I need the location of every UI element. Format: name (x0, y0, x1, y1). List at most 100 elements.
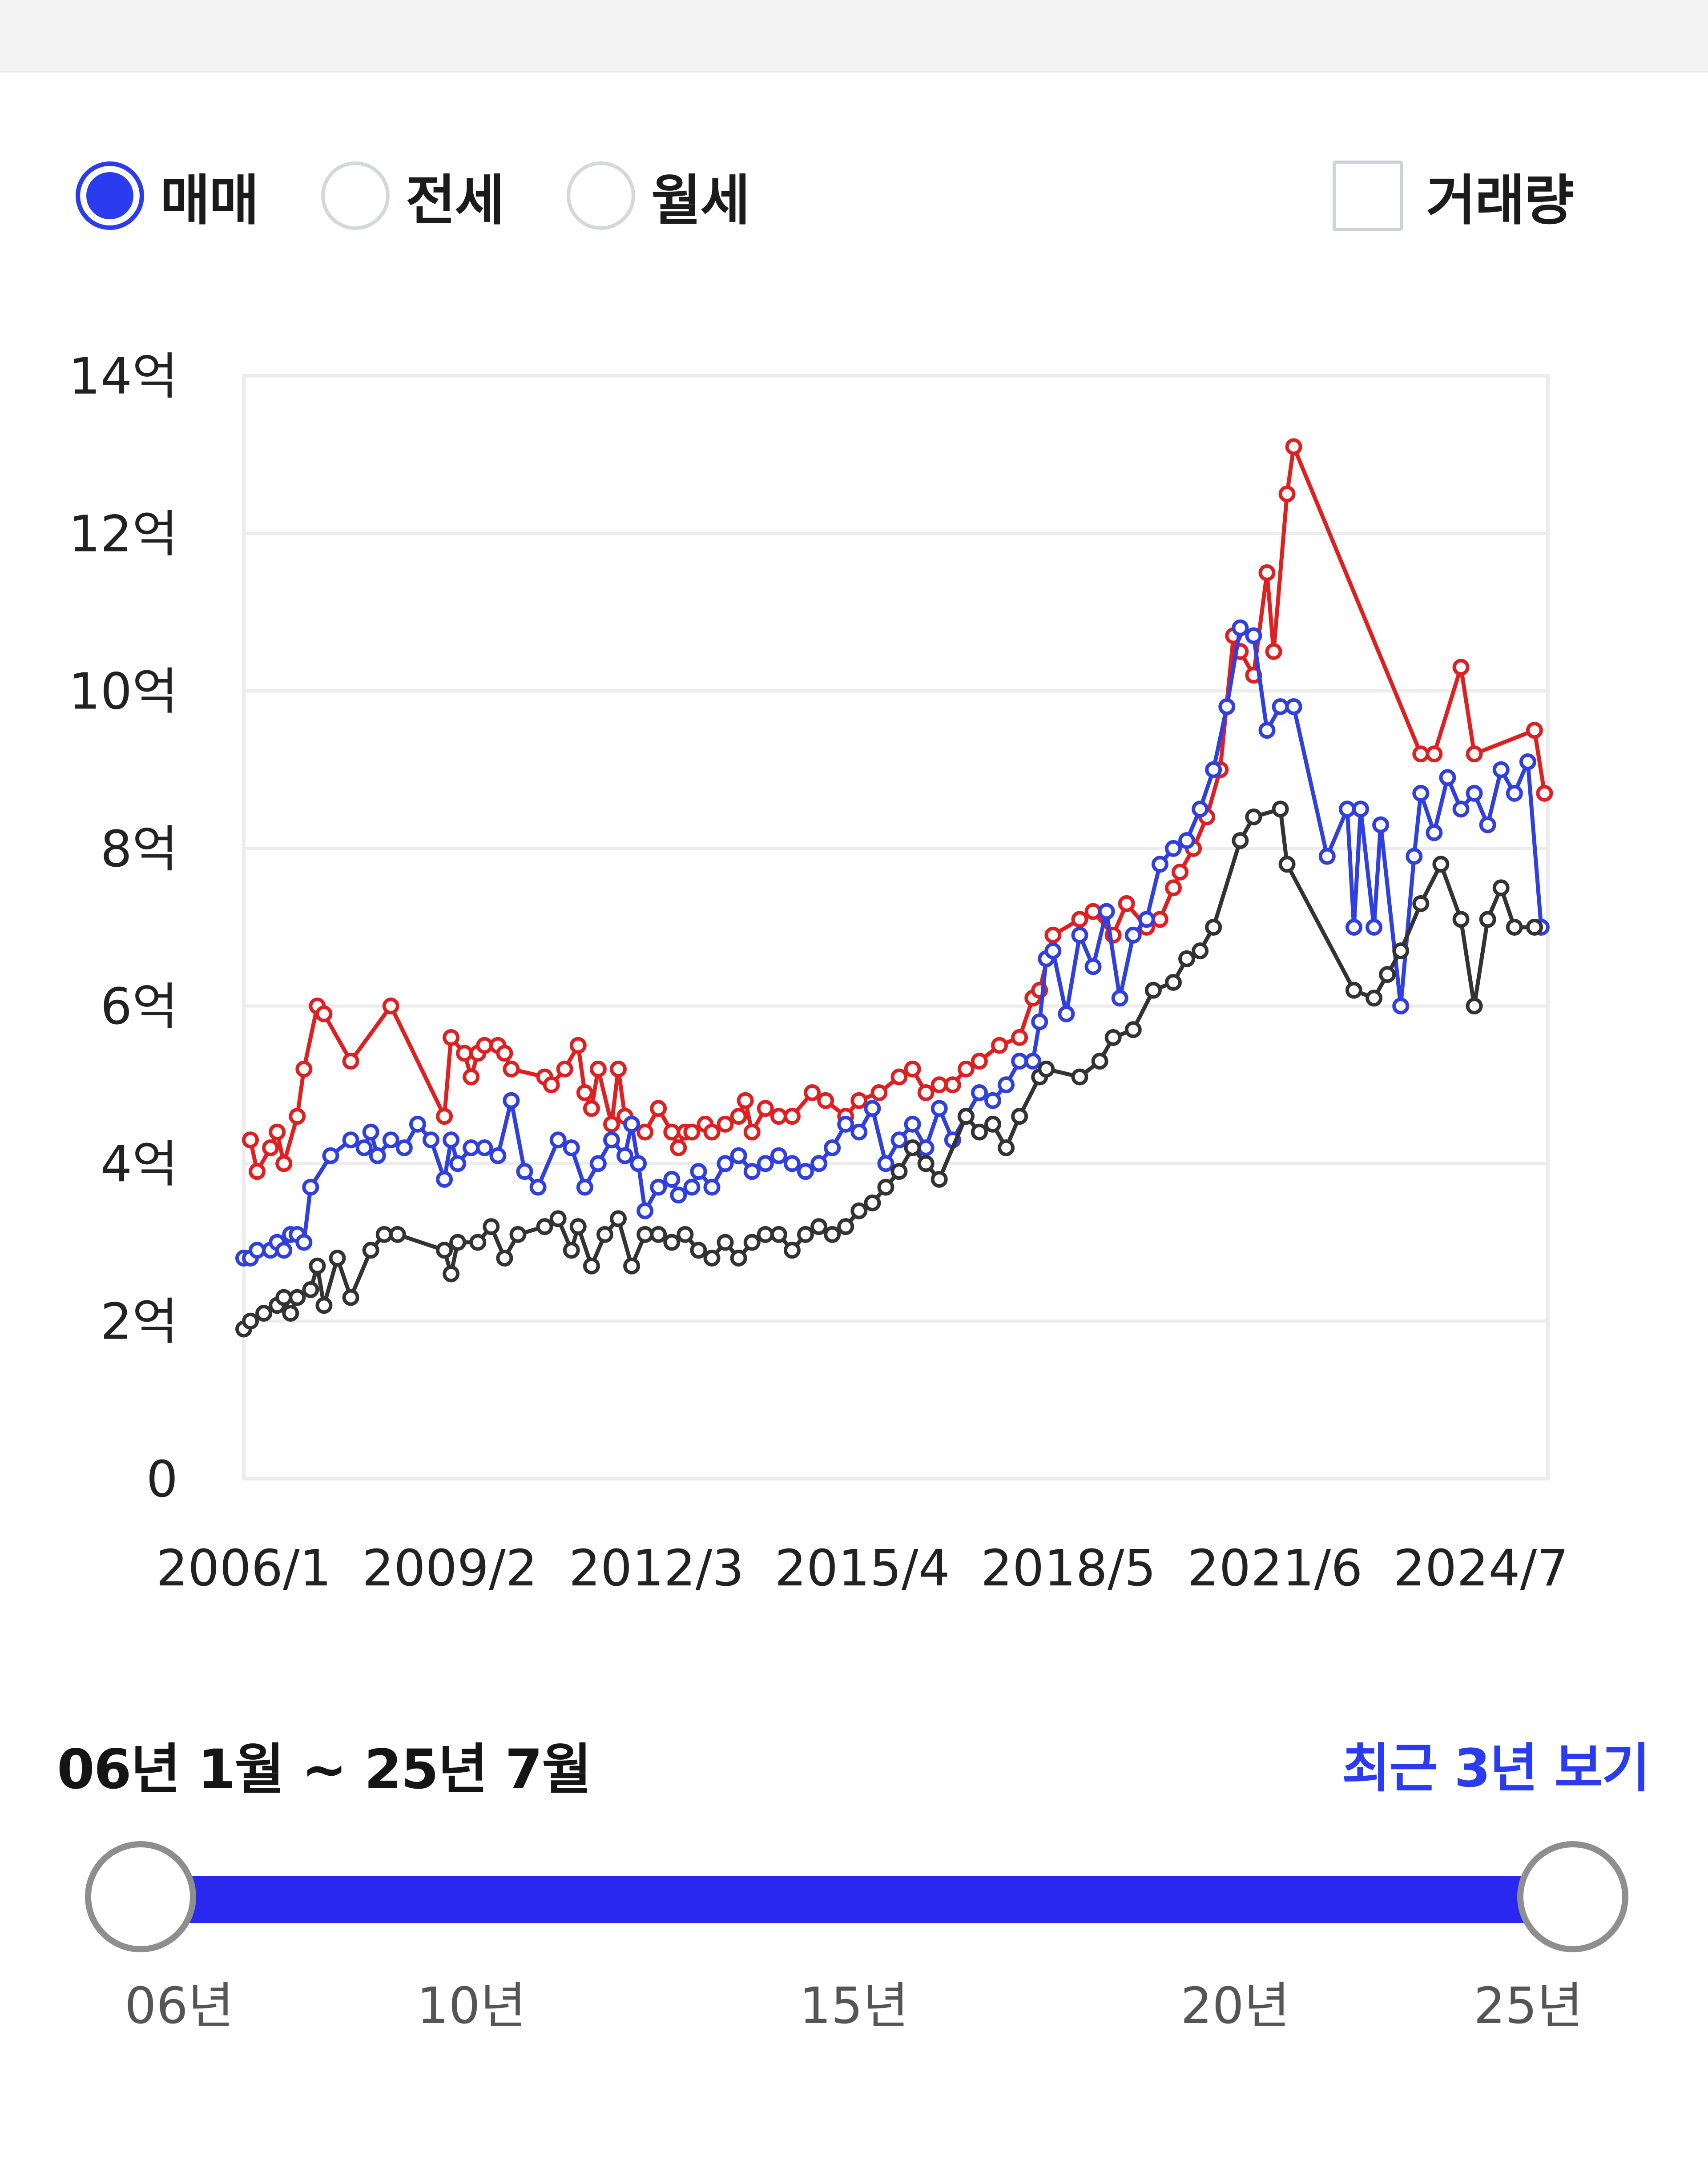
data-point-low (904, 1139, 921, 1156)
data-point-mid (355, 1139, 373, 1156)
tab-monthly-rent-label: 월세 (651, 169, 750, 232)
data-point-mid (984, 1092, 1002, 1109)
data-point-mid (837, 1115, 854, 1133)
data-point-mid (463, 1139, 480, 1156)
data-point-low (957, 1108, 975, 1125)
data-point-low (315, 1297, 333, 1314)
data-point-low (1071, 1068, 1088, 1086)
data-point-high (463, 1068, 480, 1086)
series-high (242, 438, 1553, 1180)
data-point-mid (476, 1139, 493, 1156)
data-point-high (804, 1084, 821, 1101)
x-tick-label: 2021/6 (1188, 1540, 1363, 1597)
data-point-low (1412, 895, 1430, 912)
data-point-mid (529, 1179, 547, 1196)
data-point-mid (1492, 761, 1510, 778)
data-point-mid (864, 1100, 881, 1117)
data-point-mid (1232, 619, 1249, 636)
y-tick-label: 4억 (101, 1135, 178, 1193)
data-point-mid (1352, 800, 1369, 818)
data-point-mid (576, 1179, 593, 1196)
data-point-high (576, 1084, 593, 1101)
recent-3-years-button[interactable]: 최근 3년 보기 (1341, 1738, 1650, 1799)
data-point-low (1104, 1029, 1122, 1046)
radio-empty-icon[interactable] (567, 161, 635, 230)
volume-toggle[interactable]: 거래량 (1333, 160, 1574, 232)
data-point-high (295, 1060, 313, 1078)
y-tick-label: 6억 (101, 978, 178, 1036)
data-point-high (289, 1108, 306, 1125)
data-point-low (1164, 974, 1182, 991)
data-point-mid (1098, 903, 1115, 920)
data-point-high (1071, 911, 1088, 928)
data-point-mid (603, 1131, 620, 1149)
data-point-high (1426, 745, 1443, 763)
data-point-mid (549, 1131, 567, 1149)
data-point-high (1278, 485, 1296, 503)
data-point-low (650, 1226, 667, 1243)
data-point-mid (443, 1131, 460, 1149)
data-point-low (717, 1234, 734, 1251)
data-point-mid (489, 1147, 507, 1164)
data-point-mid (1338, 800, 1356, 818)
data-point-low (623, 1257, 640, 1275)
data-point-high (569, 1037, 587, 1054)
data-point-mid (877, 1155, 894, 1172)
data-point-high (1526, 722, 1543, 739)
data-point-mid (436, 1170, 453, 1188)
checkbox-icon[interactable] (1333, 161, 1403, 231)
data-point-low (309, 1257, 326, 1275)
data-point-low (998, 1139, 1015, 1156)
slider-tick-label: 06년 (125, 1977, 234, 2035)
data-point-low (1526, 919, 1543, 936)
data-point-low (282, 1305, 299, 1322)
data-point-mid (1192, 800, 1209, 818)
data-point-low (1011, 1108, 1028, 1125)
y-tick-label: 12억 (68, 505, 178, 563)
data-point-mid (275, 1242, 293, 1259)
data-point-high (436, 1108, 453, 1125)
range-slider-start-handle[interactable] (85, 1841, 196, 1952)
data-point-mid (636, 1202, 654, 1219)
data-point-low (483, 1218, 500, 1235)
tab-jeonse[interactable]: 전세 (321, 160, 504, 232)
data-point-low (1144, 981, 1162, 999)
data-point-low (1479, 911, 1496, 928)
data-point-high (991, 1037, 1008, 1054)
data-point-low (549, 1210, 567, 1227)
data-point-high (503, 1060, 520, 1078)
data-point-low (1124, 1021, 1142, 1038)
data-point-high (242, 1131, 259, 1149)
data-point-mid (369, 1147, 386, 1164)
data-point-mid (650, 1179, 667, 1196)
radio-selected-icon[interactable] (76, 161, 144, 230)
data-point-mid (1258, 722, 1276, 739)
data-point-high (1285, 438, 1302, 455)
data-point-low (824, 1226, 841, 1243)
data-point-mid (449, 1155, 467, 1172)
radio-empty-icon[interactable] (321, 161, 390, 230)
data-point-low (703, 1250, 721, 1267)
data-point-high (1044, 926, 1062, 944)
data-point-low (877, 1179, 894, 1196)
data-point-high (1265, 643, 1282, 660)
data-point-mid (1011, 1053, 1028, 1070)
tab-monthly-rent[interactable]: 월세 (567, 160, 750, 232)
data-point-low (783, 1242, 801, 1259)
data-point-high (904, 1060, 921, 1078)
data-point-low (1432, 856, 1450, 873)
range-slider-track[interactable] (141, 1876, 1573, 1923)
data-point-mid (850, 1123, 868, 1141)
data-point-high (783, 1108, 801, 1125)
data-point-low (1345, 981, 1362, 999)
data-point-mid (249, 1242, 266, 1259)
tab-sale[interactable]: 매매 (76, 160, 259, 232)
data-point-mid (382, 1131, 399, 1149)
y-tick-label: 2억 (101, 1293, 178, 1351)
volume-toggle-label: 거래량 (1426, 169, 1574, 232)
data-point-mid (717, 1155, 734, 1172)
data-point-low (890, 1163, 908, 1180)
range-slider-end-handle[interactable] (1517, 1841, 1628, 1952)
data-point-high (683, 1123, 701, 1141)
data-point-low (449, 1234, 467, 1251)
